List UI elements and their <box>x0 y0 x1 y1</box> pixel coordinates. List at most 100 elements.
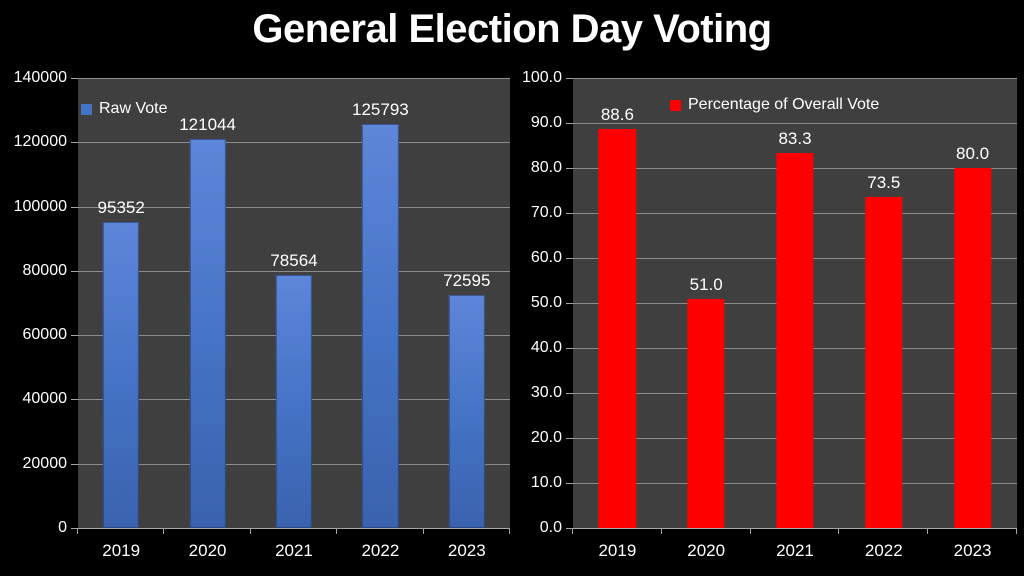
data-label-2019: 88.6 <box>600 105 634 125</box>
y-axis-label: 80.0 <box>530 159 562 176</box>
percentage-chart-plot-area: 0.0 10.0 20.0 30.0 40.0 50.0 60.0 70.0 80.0 90.0 1… <box>522 70 1017 560</box>
y-axis-label: 60000 <box>22 326 68 344</box>
y-axis-tick <box>71 463 78 465</box>
y-axis-tick <box>71 335 78 337</box>
bar-2019 <box>598 129 637 528</box>
x-axis-tick <box>336 528 338 534</box>
y-axis-label: 50.0 <box>530 294 562 311</box>
y-axis-label: 30.0 <box>530 384 562 401</box>
data-label-2020: 51.0 <box>689 274 723 294</box>
x-axis-category-label: 2020 <box>687 541 726 560</box>
legend-swatch-icon <box>670 99 681 111</box>
bar-2020 <box>189 138 226 528</box>
y-axis-label: 120000 <box>13 133 67 151</box>
bar-2023 <box>953 168 992 528</box>
x-axis-tick <box>572 528 573 534</box>
bar-2021 <box>776 153 814 528</box>
y-axis-tick <box>566 303 573 304</box>
category-slot-2021: 83.3 2021 <box>751 78 840 559</box>
legend-swatch-icon <box>81 103 92 115</box>
y-axis-label: 70.0 <box>530 204 562 221</box>
x-axis-category-label: 2020 <box>188 541 227 560</box>
y-axis-tick <box>566 168 573 169</box>
y-axis-tick <box>566 78 573 79</box>
bar-2021 <box>275 275 313 528</box>
category-slot-2020: 121044 2020 <box>164 78 250 559</box>
y-axis-tick <box>71 528 78 529</box>
bar-2022 <box>362 123 399 528</box>
gridline <box>573 78 1017 79</box>
x-axis-tick <box>249 528 251 534</box>
x-axis-tick <box>77 528 78 534</box>
bar-2023 <box>448 294 485 528</box>
category-slot-2023: 80.0 2023 <box>928 78 1017 559</box>
gridline <box>78 78 510 79</box>
x-axis-category-label: 2019 <box>102 541 141 560</box>
x-axis-tick <box>422 528 424 534</box>
y-axis-label: 60.0 <box>530 249 562 266</box>
x-axis-category-label: 2023 <box>447 541 486 560</box>
y-axis-label: 20.0 <box>530 429 562 446</box>
category-slot-2022: 73.5 2022 <box>839 78 928 559</box>
gridline <box>78 142 510 144</box>
category-slot-2019: 95352 2019 <box>78 78 164 559</box>
y-axis-label: 80000 <box>22 261 68 279</box>
y-axis-label: 40.0 <box>530 339 562 356</box>
category-slot-2023: 72595 2023 <box>424 78 510 559</box>
x-axis-tick <box>927 528 929 534</box>
y-axis-label: 10.0 <box>530 474 562 491</box>
y-axis-tick <box>71 78 78 79</box>
y-axis-tick <box>71 270 78 272</box>
x-axis-category-label: 2019 <box>598 541 637 560</box>
bar-2019 <box>103 221 140 528</box>
data-label-2019: 95352 <box>97 197 145 217</box>
category-slot-2019: 88.6 2019 <box>573 78 662 559</box>
legend-label: Percentage of Overall Vote <box>688 96 880 113</box>
x-axis-tick <box>1016 528 1017 534</box>
gridline <box>78 206 510 208</box>
raw-vote-chart-plot-area: 0 20000 40000 60000 80000 100000 120000 140000 9… <box>14 70 510 559</box>
y-axis-tick <box>566 528 573 529</box>
x-axis-tick <box>838 528 840 534</box>
data-label-2022: 125793 <box>352 99 409 119</box>
data-label-2021: 83.3 <box>778 129 812 149</box>
x-axis-category-label: 2021 <box>275 541 313 560</box>
y-axis-tick <box>566 213 573 214</box>
data-label-2020: 121044 <box>179 114 236 134</box>
x-axis-category-label: 2023 <box>953 541 992 560</box>
gridline <box>573 123 1017 124</box>
x-axis-category-label: 2022 <box>864 541 903 560</box>
y-axis-label: 0.0 <box>539 519 562 536</box>
x-axis-tick <box>163 528 165 534</box>
category-slot-2021: 78564 2021 <box>251 78 337 559</box>
legend: Percentage of Overall Vote <box>670 97 879 113</box>
legend: Raw Vote <box>81 101 167 117</box>
y-axis-label: 90.0 <box>530 114 562 131</box>
data-label-2023: 72595 <box>443 270 491 290</box>
y-axis-label: 100.0 <box>521 69 562 86</box>
y-axis-label: 20000 <box>22 454 68 472</box>
legend-label: Raw Vote <box>99 100 168 117</box>
y-axis-label: 0 <box>58 519 67 536</box>
y-axis-label: 140000 <box>13 69 67 86</box>
y-axis-tick <box>566 348 573 349</box>
y-axis-tick <box>566 123 573 124</box>
data-label-2021: 78564 <box>270 251 318 271</box>
y-axis-tick <box>566 483 573 484</box>
y-axis-tick <box>71 206 78 208</box>
x-axis-category-label: 2021 <box>776 541 814 560</box>
gridline <box>78 270 510 272</box>
data-label-2023: 80.0 <box>956 144 990 163</box>
x-axis-tick <box>749 528 751 534</box>
category-slot-2020: 51.0 2020 <box>662 78 751 560</box>
y-axis-tick <box>71 142 78 144</box>
y-axis-label: 100000 <box>13 197 67 215</box>
x-axis-tick <box>660 528 662 534</box>
category-slot-2022: 125793 2022 <box>337 78 423 559</box>
bar-2022 <box>865 197 903 528</box>
data-label-2022: 73.5 <box>867 173 901 193</box>
x-axis-tick <box>509 528 510 534</box>
y-axis-label: 40000 <box>22 390 68 408</box>
y-axis-tick <box>71 399 78 401</box>
